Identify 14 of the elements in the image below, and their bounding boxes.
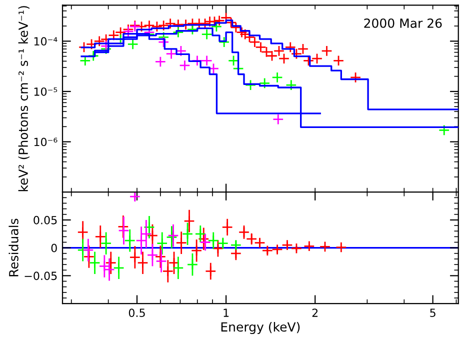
y-tick-label: 10⁻⁵ bbox=[34, 87, 58, 96]
y-axis-title: Residuals bbox=[8, 218, 18, 276]
y-tick-label: 10⁻⁶ bbox=[34, 138, 58, 146]
x-tick-label: 0.5 bbox=[128, 308, 145, 318]
x-tick-label: 1 bbox=[224, 308, 229, 317]
y-tick-label: 10⁻⁴ bbox=[34, 37, 58, 46]
x-axis-title: Energy (keV) bbox=[221, 322, 300, 334]
y-tick-label: −0.05 bbox=[24, 272, 57, 280]
annotation: 2000 Mar 26 bbox=[364, 18, 442, 28]
x-tick-label: 5 bbox=[430, 308, 436, 318]
y-tick-label: 0.05 bbox=[34, 216, 57, 224]
x-tick-label: 2 bbox=[312, 308, 318, 317]
y-tick-label: 0 bbox=[51, 244, 57, 252]
y-axis-title: keV² (Photons cm⁻² s⁻¹ keV⁻¹) bbox=[18, 6, 30, 192]
